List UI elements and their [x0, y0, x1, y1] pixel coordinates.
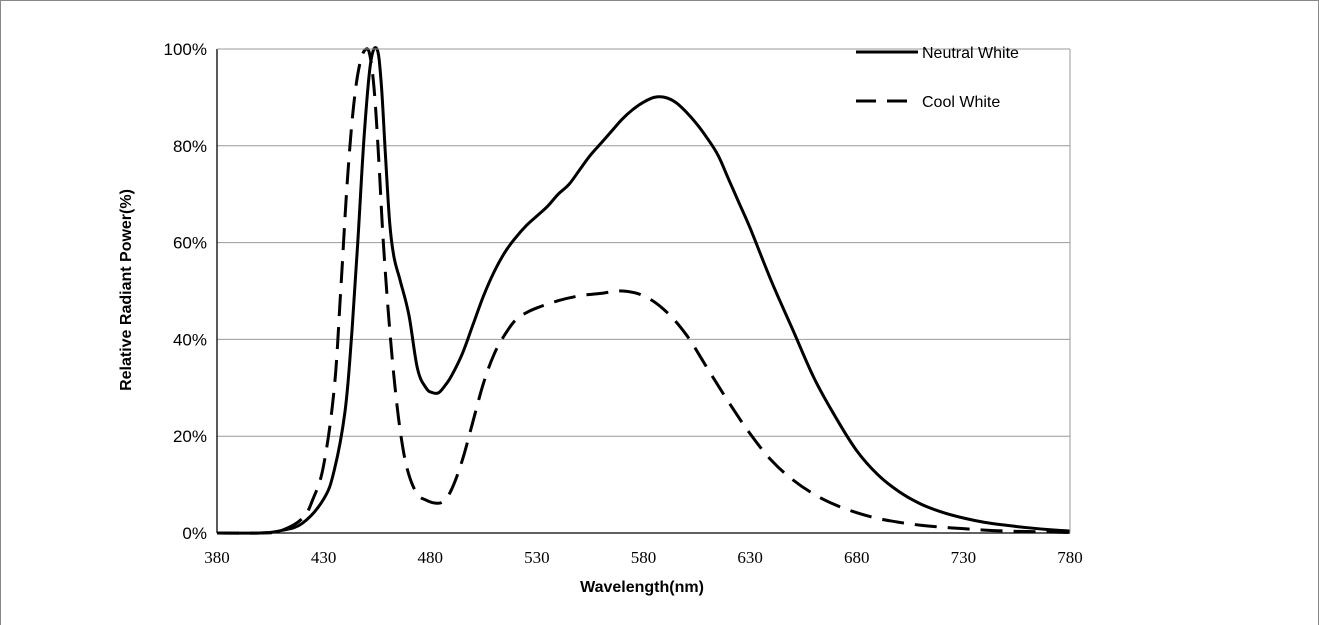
axes-layer: [216, 48, 1071, 534]
legend-label-neutral-white: Neutral White: [922, 45, 1019, 62]
y-tick-label-0: 0%: [182, 524, 207, 543]
x-tick-label-630: 630: [737, 548, 763, 567]
x-tick-label-580: 580: [631, 548, 657, 567]
x-tick-label-480: 480: [418, 548, 444, 567]
x-tick-label-780: 780: [1057, 548, 1083, 567]
y-tick-label-80: 80%: [173, 137, 207, 156]
x-axis-title: Wavelength(nm): [580, 579, 704, 596]
x-tick-label-530: 530: [524, 548, 550, 567]
x-tick-label-680: 680: [844, 548, 870, 567]
legend-label-cool-white: Cool White: [922, 94, 1000, 111]
series-line-neutral-white: [216, 46, 1071, 535]
y-axis-title: Relative Radiant Power(%): [118, 189, 135, 391]
series-line-cool-white: [216, 47, 1071, 535]
y-tick-label-20: 20%: [173, 427, 207, 446]
x-tick-label-380: 380: [204, 548, 230, 567]
series-layer: [216, 46, 1071, 535]
legend: Neutral White Cool White: [856, 45, 1019, 111]
x-tick-label-430: 430: [311, 548, 337, 567]
tick-layer: 0% 20% 40% 60% 80% 100% 380 430 480 530 580 630 680 7…: [164, 40, 1083, 567]
y-tick-label-40: 40%: [173, 330, 207, 349]
y-tick-label-100: 100%: [164, 40, 207, 59]
x-tick-label-730: 730: [951, 548, 977, 567]
y-tick-label-60: 60%: [173, 234, 207, 253]
